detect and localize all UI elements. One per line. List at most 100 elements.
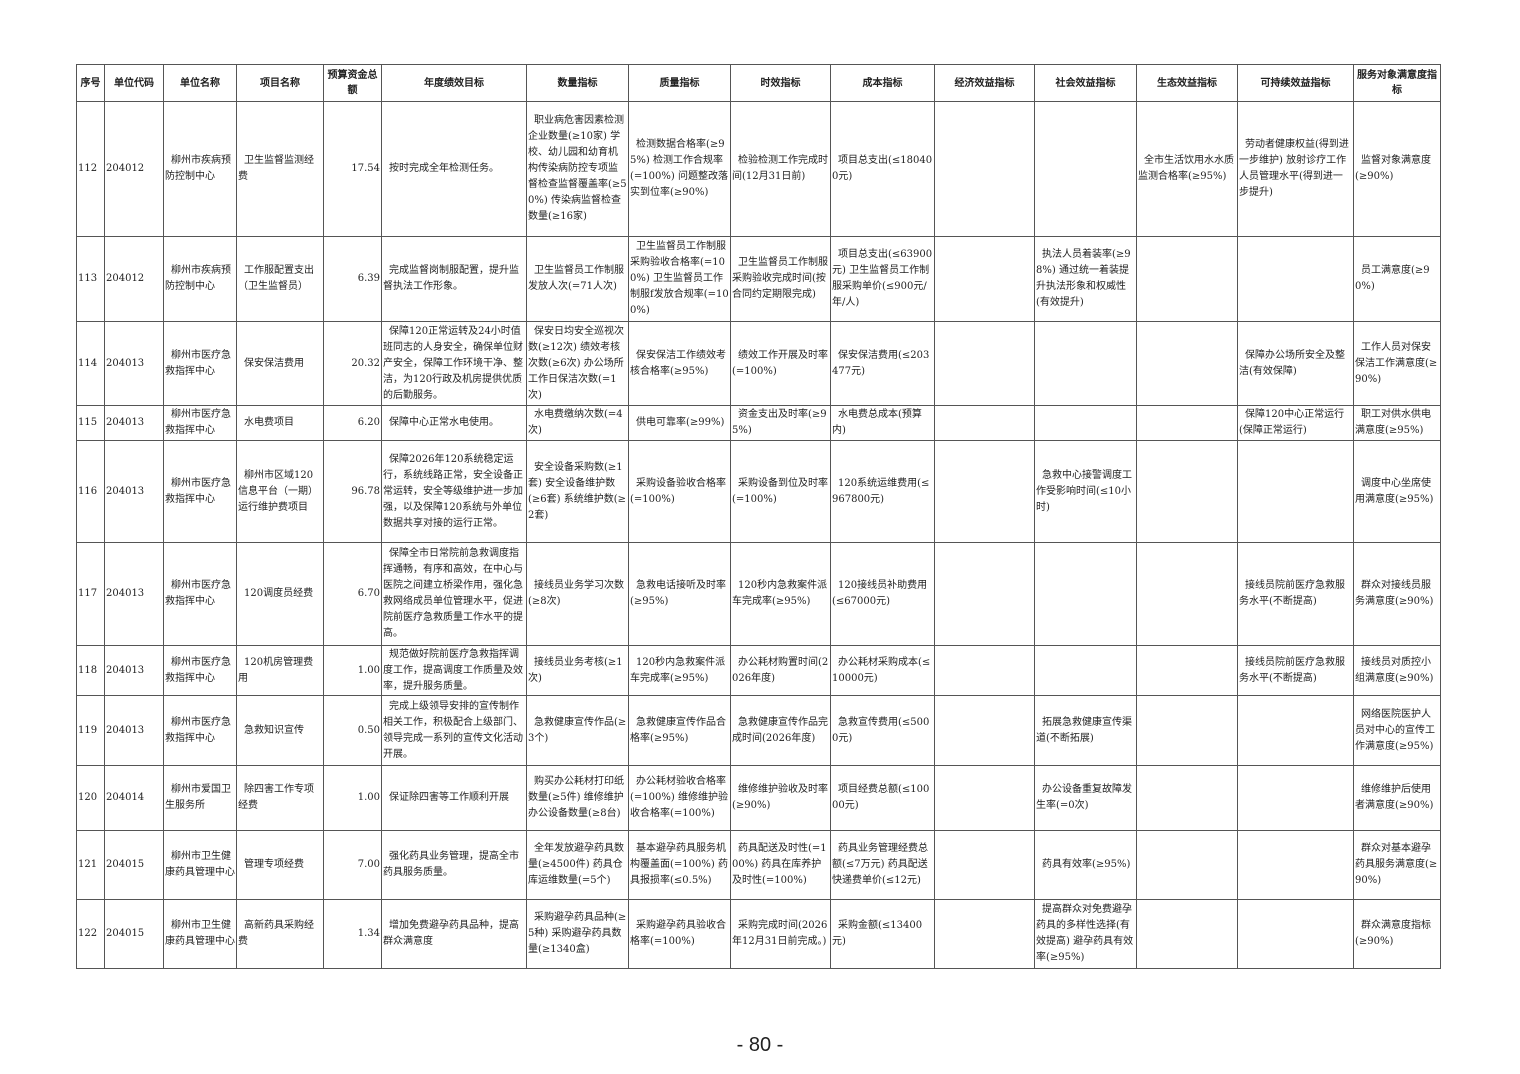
cell-quantity-indicator: 卫生监督员工作制服发放人次(=71人次) — [526, 236, 629, 322]
cell-sustainable-benefit — [1237, 236, 1354, 322]
cell-ecological-benefit: 全市生活饮用水水质监测合格率(≥95%) — [1136, 101, 1238, 237]
cell-satisfaction-indicator: 维修维护后使用者满意度(≥90%) — [1353, 765, 1441, 831]
cell-timeliness-indicator: 采购完成时间(2026年12月31日前完成。) — [730, 899, 831, 969]
cell-project-name: 柳州市区域120信息平台（一期）运行维护费项目 — [236, 440, 324, 543]
cell-annual-goal: 保证除四害等工作顺利开展 — [381, 765, 527, 831]
column-header-project-name: 项目名称 — [236, 64, 324, 102]
cell-unit-code: 204015 — [104, 830, 164, 900]
cell-unit-code: 204012 — [104, 101, 164, 237]
cell-quality-indicator: 办公耗材验收合格率(=100%) 维修维护验收合格率(=100%) — [628, 765, 731, 831]
column-header-timeliness-indicator: 时效指标 — [730, 64, 831, 102]
cell-unit-code: 204013 — [104, 405, 164, 441]
table-header-row: 序号 单位代码 单位名称 项目名称 预算资金总额 年度绩效目标 数量指标 质量指标 时效指标 成本… — [76, 64, 1441, 102]
cell-unit-name: 柳州市医疗急救指挥中心 — [163, 405, 237, 441]
cell-cost-indicator: 120接线员补助费用(≤67000元) — [830, 542, 935, 646]
cell-unit-name: 柳州市卫生健康药具管理中心 — [163, 830, 237, 900]
cell-budget: 1.34 — [323, 899, 382, 969]
cell-annual-goal: 完成上级领导安排的宣传制作相关工作，积极配合上级部门、领导完成一系列的宣传文化活… — [381, 695, 527, 766]
cell-cost-indicator: 办公耗材采购成本(≤10000元) — [830, 645, 935, 696]
cell-quantity-indicator: 保安日均安全巡视次数(≥12次) 绩效考核次数(≥6次) 办公场所工作日保洁次数… — [526, 321, 629, 406]
cell-sustainable-benefit: 保障办公场所安全及整洁(有效保障) — [1237, 321, 1354, 406]
cell-cost-indicator: 采购金额(≤13400元) — [830, 899, 935, 969]
column-header-unit-code: 单位代码 — [104, 64, 164, 102]
cell-seq: 116 — [76, 440, 105, 543]
cell-sustainable-benefit: 接线员院前医疗急救服务水平(不断提高) — [1237, 645, 1354, 696]
column-header-seq: 序号 — [76, 64, 105, 102]
cell-cost-indicator: 保安保洁费用(≤203477元) — [830, 321, 935, 406]
cell-quantity-indicator: 接线员业务考核(≥1次) — [526, 645, 629, 696]
column-header-economic-benefit: 经济效益指标 — [934, 64, 1035, 102]
cell-social-benefit — [1034, 405, 1137, 441]
column-header-budget: 预算资金总额 — [323, 64, 382, 102]
cell-budget: 96.78 — [323, 440, 382, 543]
cell-cost-indicator: 水电费总成本(预算内) — [830, 405, 935, 441]
column-header-quality-indicator: 质量指标 — [628, 64, 731, 102]
cell-unit-code: 204014 — [104, 765, 164, 831]
cell-satisfaction-indicator: 员工满意度(≥90%) — [1353, 236, 1441, 322]
cell-quality-indicator: 采购设备验收合格率(=100%) — [628, 440, 731, 543]
cell-economic-benefit — [934, 830, 1035, 900]
cell-social-benefit: 药具有效率(≥95%) — [1034, 830, 1137, 900]
cell-economic-benefit — [934, 101, 1035, 237]
cell-social-benefit: 急救中心接警调度工作受影响时间(≤10小时) — [1034, 440, 1137, 543]
table-row: 122 204015 柳州市卫生健康药具管理中心 高新药具采购经费 1.34 增加免费避孕… — [76, 899, 1441, 969]
column-header-cost-indicator: 成本指标 — [830, 64, 935, 102]
cell-satisfaction-indicator: 群众对基本避孕药具服务满意度(≥90%) — [1353, 830, 1441, 900]
cell-economic-benefit — [934, 236, 1035, 322]
cell-cost-indicator: 项目经费总额(≤10000元) — [830, 765, 935, 831]
cell-cost-indicator: 120系统运维费用(≤967800元) — [830, 440, 935, 543]
cell-quality-indicator: 卫生监督员工作制服采购验收合格率(=100%) 卫生监督员工作制服f发放合规率(… — [628, 236, 731, 322]
cell-timeliness-indicator: 卫生监督员工作制服采购验收完成时间(按合同约定期限完成) — [730, 236, 831, 322]
cell-project-name: 保安保洁费用 — [236, 321, 324, 406]
cell-annual-goal: 按时完成全年检测任务。 — [381, 101, 527, 237]
cell-economic-benefit — [934, 321, 1035, 406]
cell-annual-goal: 保障120正常运转及24小时值班同志的人身安全，确保单位财产安全，保障工作环境干… — [381, 321, 527, 406]
cell-unit-name: 柳州市医疗急救指挥中心 — [163, 695, 237, 766]
cell-sustainable-benefit — [1237, 830, 1354, 900]
cell-sustainable-benefit: 保障120中心正常运行(保障正常运行) — [1237, 405, 1354, 441]
cell-social-benefit — [1034, 321, 1137, 406]
cell-quality-indicator: 供电可靠率(≥99%) — [628, 405, 731, 441]
cell-seq: 122 — [76, 899, 105, 969]
cell-sustainable-benefit — [1237, 765, 1354, 831]
cell-cost-indicator: 项目总支出(≤180400元) — [830, 101, 935, 237]
cell-project-name: 120机房管理费用 — [236, 645, 324, 696]
cell-social-benefit: 执法人员着装率(≥98%) 通过统一着装提升执法形象和权威性(有效提升) — [1034, 236, 1137, 322]
cell-annual-goal: 规范做好院前医疗急救指挥调度工作，提高调度工作质量及效率，提升服务质量。 — [381, 645, 527, 696]
table-row: 119 204013 柳州市医疗急救指挥中心 急救知识宣传 0.50 完成上级领导安排的宣… — [76, 695, 1441, 766]
column-header-social-benefit: 社会效益指标 — [1034, 64, 1137, 102]
cell-economic-benefit — [934, 695, 1035, 766]
cell-ecological-benefit — [1136, 695, 1238, 766]
cell-sustainable-benefit — [1237, 440, 1354, 543]
cell-annual-goal: 增加免费避孕药具品种，提高群众满意度 — [381, 899, 527, 969]
cell-quality-indicator: 急救电话接听及时率(≥95%) — [628, 542, 731, 646]
cell-timeliness-indicator: 资金支出及时率(≥95%) — [730, 405, 831, 441]
cell-quality-indicator: 急救健康宣传作品合格率(≥95%) — [628, 695, 731, 766]
cell-unit-name: 柳州市医疗急救指挥中心 — [163, 542, 237, 646]
cell-project-name: 除四害工作专项经费 — [236, 765, 324, 831]
cell-quality-indicator: 120秒内急救案件派车完成率(≥95%) — [628, 645, 731, 696]
cell-sustainable-benefit — [1237, 695, 1354, 766]
cell-quantity-indicator: 水电费缴纳次数(=4次) — [526, 405, 629, 441]
cell-quality-indicator: 基本避孕药具服务机构覆盖面(=100%) 药具报损率(≤0.5%) — [628, 830, 731, 900]
cell-ecological-benefit — [1136, 236, 1238, 322]
column-header-unit-name: 单位名称 — [163, 64, 237, 102]
cell-seq: 121 — [76, 830, 105, 900]
cell-seq: 117 — [76, 542, 105, 646]
cell-unit-code: 204013 — [104, 440, 164, 543]
cell-quantity-indicator: 购买办公耗材打印纸数量(≥5件) 维修维护办公设备数量(≥8台) — [526, 765, 629, 831]
cell-ecological-benefit — [1136, 645, 1238, 696]
cell-project-name: 管理专项经费 — [236, 830, 324, 900]
cell-annual-goal: 保障2026年120系统稳定运行，系统线路正常，安全设备正常运转，安全等级维护进… — [381, 440, 527, 543]
cell-ecological-benefit — [1136, 321, 1238, 406]
cell-budget: 6.70 — [323, 542, 382, 646]
cell-quantity-indicator: 安全设备采购数(≥1套) 安全设备维护数(≥6套) 系统维护数(≥2套) — [526, 440, 629, 543]
cell-unit-code: 204013 — [104, 321, 164, 406]
table-row: 115 204013 柳州市医疗急救指挥中心 水电费项目 6.20 保障中心正常水电使用。… — [76, 405, 1441, 441]
cell-seq: 115 — [76, 405, 105, 441]
cell-social-benefit: 办公设备重复故障发生率(=0次) — [1034, 765, 1137, 831]
cell-timeliness-indicator: 药具配送及时性(=100%) 药具在库养护及时性(=100%) — [730, 830, 831, 900]
cell-unit-code: 204013 — [104, 645, 164, 696]
cell-seq: 113 — [76, 236, 105, 322]
cell-unit-name: 柳州市医疗急救指挥中心 — [163, 645, 237, 696]
